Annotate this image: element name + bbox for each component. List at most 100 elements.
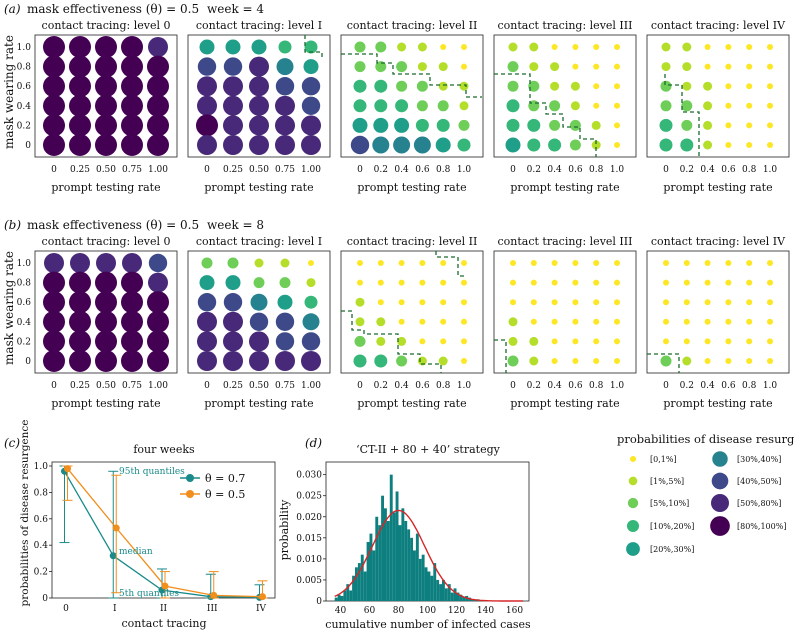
grid-b-p1-cell-r0-c1 bbox=[227, 257, 239, 269]
grid-a-p0-xtick-1: 0.25 bbox=[70, 165, 90, 175]
panel-d-bar-9 bbox=[360, 554, 364, 601]
grid-a-p4-xtick-5: 1.0 bbox=[763, 165, 778, 175]
grid-a-p4-cell-r1-c0 bbox=[661, 62, 671, 72]
grid-a-p3-cell-r1-c5 bbox=[614, 63, 620, 70]
grid-b-p0-cell-r1-c3 bbox=[121, 271, 143, 294]
panel-d-bar-16 bbox=[381, 495, 384, 601]
grid-b-p3-cell-r2-c0 bbox=[510, 299, 516, 306]
grid-a-p2-cell-r4-c5 bbox=[458, 119, 470, 131]
panel-d-bar-43 bbox=[459, 594, 463, 601]
grid-a-p2-cell-r5-c5 bbox=[457, 138, 471, 152]
panel-d-xtick-4: 120 bbox=[448, 606, 465, 616]
panel-d-bar-25 bbox=[407, 529, 411, 601]
panel-c-ytick-2: 0.4 bbox=[34, 541, 49, 551]
grid-a-p3-cell-r4-c0 bbox=[506, 118, 520, 132]
panel-d-ytick-0: 0 bbox=[316, 597, 322, 607]
legend-item-5: [30%,40%] bbox=[737, 455, 781, 464]
grid-b-p1-cell-r2-c1 bbox=[223, 293, 243, 312]
panel-d-ytick-1: 0.005 bbox=[296, 576, 322, 586]
grid-b-p2-cell-r4-c2 bbox=[397, 336, 407, 346]
panel-c-series-1-point-4 bbox=[259, 593, 266, 601]
grid-a-p2-cell-r1-c4 bbox=[438, 62, 448, 72]
panel-d-bar-5 bbox=[349, 590, 353, 601]
grid-a-p4-cell-r1-c5 bbox=[767, 63, 773, 70]
panel-d-bar-21 bbox=[395, 491, 399, 601]
grid-b-p1-cell-r2-c0 bbox=[197, 293, 217, 312]
grid-b-p2-cell-r0-c0 bbox=[357, 260, 363, 266]
panel-d-fit-curve bbox=[334, 509, 524, 602]
grid-b-p3-cell-r1-c4 bbox=[593, 279, 600, 286]
grid-b-p3-cell-r4-c2 bbox=[551, 338, 558, 345]
grid-a-p0-cell-r5-c3 bbox=[121, 134, 143, 156]
grid-b-p3-cell-r0-c5 bbox=[614, 260, 620, 266]
grid-b-p2-cell-r2-c0 bbox=[355, 297, 365, 307]
grid-b-p4-title: contact tracing: level IV bbox=[651, 235, 786, 248]
legend-05-marker bbox=[186, 490, 194, 498]
panel-d-plot: 40 60 80 100 120 140 160 0 0.005 0.010 0.015 0.020 0… bbox=[296, 461, 530, 616]
grid-a-p0-cell-r4-c3 bbox=[121, 114, 143, 137]
panel-d-bar-0 bbox=[334, 597, 338, 601]
grid-b-p0-ytick-3: 0.6 bbox=[17, 298, 32, 308]
grid-a-p1-cell-r1-c4 bbox=[303, 59, 319, 75]
grid-a-p1-cell-r0-c0 bbox=[199, 39, 215, 55]
grid-b-p4-xtick-1: 0.2 bbox=[680, 381, 694, 391]
grid-b-p3-cell-r2-c3 bbox=[572, 299, 579, 306]
grid-a-p0-cell-r2-c2 bbox=[95, 75, 117, 98]
row-a-label: (a) bbox=[4, 2, 21, 16]
grid-b-p4-cell-r2-c4 bbox=[746, 299, 753, 306]
grid-a-p4-cell-r2-c3 bbox=[725, 83, 732, 90]
grid-b-p3-cell-r3-c1 bbox=[530, 318, 537, 325]
grid-a-p2-cell-r1-c3 bbox=[417, 62, 427, 72]
grid-a-p4-cell-r2-c4 bbox=[746, 83, 753, 90]
grid-a-p0-cell-r5-c1 bbox=[69, 134, 91, 156]
grid-a-p1-cell-r4-c1 bbox=[223, 115, 243, 136]
grid-a-p4-cell-r2-c2 bbox=[703, 81, 713, 91]
grid-a-p4-xtick-3: 0.6 bbox=[721, 165, 736, 175]
panel-d-xtick-1: 60 bbox=[364, 606, 376, 616]
grid-a-p3-xtick-4: 0.8 bbox=[589, 165, 604, 175]
panel-d-bar-42 bbox=[456, 592, 460, 601]
grid-b-p2-cell-r0-c4 bbox=[440, 260, 447, 266]
grid-a-p4-cell-r0-c4 bbox=[746, 44, 753, 50]
grid-b-p0-ytick-1: 0.2 bbox=[17, 337, 31, 347]
grid-b-p1-xtick-2: 0.50 bbox=[249, 381, 269, 391]
grid-b-p4-cell-r1-c2 bbox=[704, 279, 711, 286]
grid-b-p1-xtick-1: 0.25 bbox=[223, 381, 243, 391]
grid-b-p4-cell-r2-c3 bbox=[725, 299, 732, 306]
grid-a-p4-cell-r0-c5 bbox=[767, 44, 773, 50]
grid-a-p4-cell-r1-c2 bbox=[704, 63, 711, 70]
grid-a-p4-cell-r0-c1 bbox=[682, 42, 692, 52]
grid-b-p0-cell-r3-c3 bbox=[121, 310, 143, 333]
grid-b-p1-cell-r3-c0 bbox=[197, 311, 217, 332]
grid-b-p2-cell-r2-c4 bbox=[440, 299, 447, 306]
grid-b-p1-cell-r3-c3 bbox=[275, 312, 295, 331]
grid-a-p3-cell-r5-c0 bbox=[505, 137, 521, 153]
grid-b-p2-cell-r2-c5 bbox=[461, 299, 467, 306]
grid-a-p0-cell-r1-c3 bbox=[121, 55, 143, 78]
grid-a-p4-cell-r3-c0 bbox=[660, 100, 672, 112]
panel-d-title: ‘CT-II + 80 + 40’ strategy bbox=[356, 443, 501, 456]
grid-a-p0-xtick-2: 0.50 bbox=[96, 165, 116, 175]
grid-b-p4-cell-r3-c3 bbox=[725, 318, 732, 325]
grid-b-p2-cell-r5-c1 bbox=[374, 354, 388, 368]
grid-b-p2-frame bbox=[340, 250, 484, 374]
grid-b-p4-cell-r5-c5 bbox=[767, 358, 773, 364]
grid-a-p0-cell-r1-c2 bbox=[95, 55, 117, 78]
grid-a-p4-cell-r0-c2 bbox=[704, 44, 711, 50]
grid-a-p0-xtick-4: 1.00 bbox=[148, 165, 168, 175]
grid-b-p1-cell-r4-c0 bbox=[197, 331, 217, 352]
grid-b-p1-cell-r3-c2 bbox=[249, 312, 269, 331]
grid-b-p0-cell-r3-c0 bbox=[43, 310, 65, 333]
grid-b-p4-cell-r4-c3 bbox=[725, 338, 732, 345]
panel-c-ytick-0: 0 bbox=[42, 594, 48, 604]
grid-b-p2-cell-r0-c2 bbox=[398, 260, 405, 266]
grid-b-p4-xtick-5: 1.0 bbox=[763, 381, 778, 391]
legend-marker-4 bbox=[626, 542, 640, 556]
legend-marker-8 bbox=[710, 516, 730, 536]
panel-d-xtick-3: 100 bbox=[419, 606, 436, 616]
panel-d-bar-26 bbox=[410, 537, 413, 601]
grid-a-p1-cell-r4-c4 bbox=[301, 115, 321, 136]
grid-a-p4-frame bbox=[646, 34, 790, 158]
panel-c-xlabel: contact tracing bbox=[122, 617, 207, 630]
grid-a-p0-cell-r0-c3 bbox=[121, 36, 143, 58]
